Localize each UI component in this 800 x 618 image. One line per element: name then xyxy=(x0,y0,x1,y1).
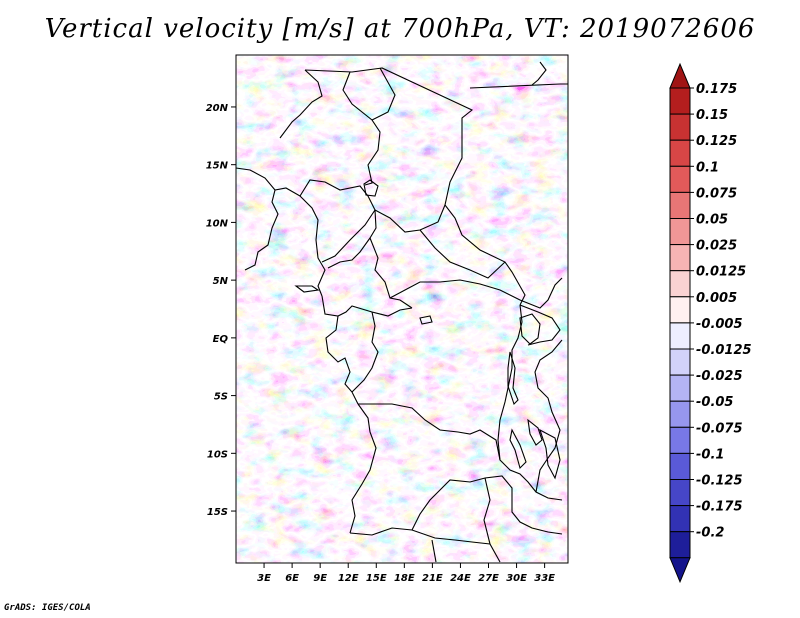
colorbar-label: -0.05 xyxy=(696,395,733,410)
lon-label: 12E xyxy=(338,573,359,584)
colorbar-label: 0.075 xyxy=(696,186,737,201)
colorbar-label: 0.125 xyxy=(696,134,737,149)
colorbar-label: 0.05 xyxy=(696,213,728,228)
lon-label: 6E xyxy=(285,573,299,584)
latitude-axis: 20N 15N 10N 5N EQ 5S 10S 15S xyxy=(206,103,236,518)
colorbar-segment xyxy=(669,400,691,428)
lon-label: 30E xyxy=(506,573,527,584)
colorbar-segment xyxy=(669,113,691,141)
colorbar-label: -0.005 xyxy=(696,317,743,332)
colorbar-top-arrow xyxy=(669,62,691,89)
lon-label: 27E xyxy=(478,573,499,584)
colorbar-segment xyxy=(669,139,691,167)
colorbar-label: -0.1 xyxy=(696,447,724,462)
lon-label: 21E xyxy=(422,573,443,584)
colorbar-segment xyxy=(669,270,691,298)
colorbar-label: -0.125 xyxy=(696,474,743,489)
map-title: Vertical velocity [m/s] at 700hPa, VT: 2… xyxy=(44,14,756,44)
colorbar-segment xyxy=(669,505,691,533)
lon-label: 24E xyxy=(450,573,471,584)
lon-label: 15E xyxy=(366,573,387,584)
colorbar-segment xyxy=(669,426,691,454)
colorbar-label: 0.005 xyxy=(696,291,737,306)
colorbar-label: 0.025 xyxy=(696,239,737,254)
colorbar-bottom-arrow xyxy=(669,557,691,584)
lon-label: 9E xyxy=(313,573,327,584)
colorbar-label: -0.0125 xyxy=(696,343,752,358)
country-borders xyxy=(235,67,563,563)
velocity-field xyxy=(236,55,568,563)
colorbar-segment xyxy=(669,87,691,115)
colorbar-label: 0.0125 xyxy=(696,265,746,280)
colorbar-label: 0.175 xyxy=(696,82,737,97)
colorbar: 0.175 0.15 0.125 0.1 0.075 0.05 0.025 0.0125 0.0… xyxy=(669,62,752,584)
lon-label: 3E xyxy=(257,573,271,584)
colorbar-label: 0.1 xyxy=(696,160,719,175)
colorbar-segment xyxy=(669,165,691,193)
lat-label: EQ xyxy=(213,334,229,345)
colorbar-label: -0.2 xyxy=(696,526,724,541)
lat-label: 15N xyxy=(206,161,229,172)
lakes xyxy=(294,61,568,480)
footer-credit: GrADS: IGES/COLA xyxy=(4,603,91,613)
colorbar-segment xyxy=(669,244,691,272)
colorbar-label: -0.075 xyxy=(696,421,743,436)
colorbar-segment xyxy=(669,218,691,246)
lat-label: 20N xyxy=(206,103,229,114)
plot-frame xyxy=(235,54,569,564)
colorbar-label: 0.15 xyxy=(696,108,728,123)
colorbar-label: -0.025 xyxy=(696,369,743,384)
lat-label: 5S xyxy=(214,392,228,403)
lat-label: 5N xyxy=(213,276,229,287)
lat-label: 10N xyxy=(206,218,229,229)
colorbar-segment xyxy=(669,296,691,324)
lon-label: 18E xyxy=(394,573,415,584)
lon-label: 33E xyxy=(534,573,555,584)
colorbar-segment xyxy=(669,479,691,507)
longitude-axis: 3E 6E 9E 12E 15E 18E 21E 24E 27E 30E 33E xyxy=(257,563,555,584)
lat-label: 10S xyxy=(207,449,228,460)
colorbar-segment xyxy=(669,322,691,350)
colorbar-segment xyxy=(669,191,691,219)
lat-label: 15S xyxy=(207,507,228,518)
colorbar-label: -0.175 xyxy=(696,500,743,515)
colorbar-segment xyxy=(669,452,691,480)
colorbar-segment xyxy=(669,348,691,376)
colorbar-segment xyxy=(669,531,691,559)
colorbar-segment xyxy=(669,374,691,402)
